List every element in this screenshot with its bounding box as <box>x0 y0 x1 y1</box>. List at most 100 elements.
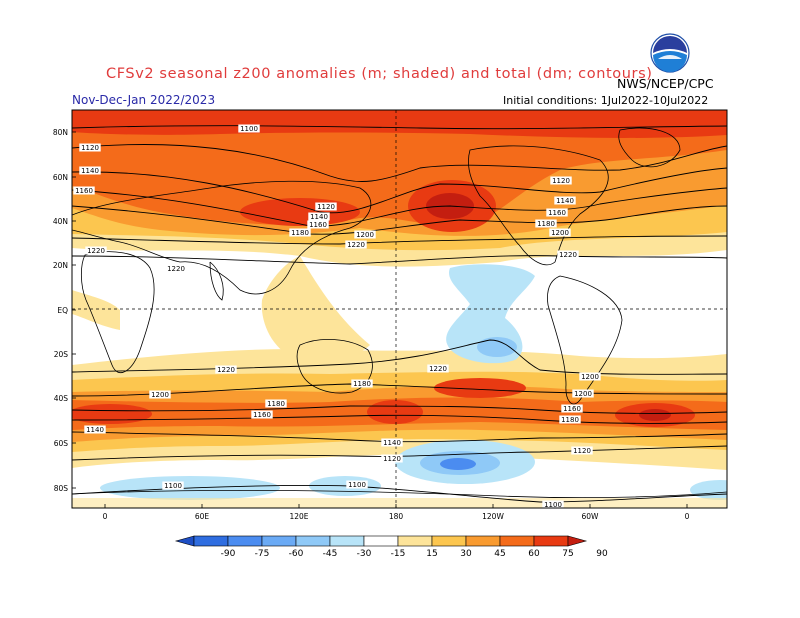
shade-tropics <box>261 256 370 360</box>
contour-label-bg <box>308 212 330 221</box>
lat-label: 40N <box>53 217 68 226</box>
lat-label: 80S <box>54 484 69 493</box>
colorbar-swatch <box>363 535 399 547</box>
lon-label: 60E <box>195 512 210 521</box>
contour-1120-s <box>72 445 727 461</box>
contour-label: 1220 <box>429 365 447 373</box>
shade-blue-tropical <box>446 264 535 364</box>
contour-1200-n <box>72 235 727 245</box>
contour-label-bg <box>251 410 273 419</box>
colorbar-label: 45 <box>494 549 505 559</box>
shade-s-atl-core <box>639 409 671 421</box>
contour-label: 1220 <box>87 247 105 255</box>
contour-label: 1160 <box>253 411 271 419</box>
lon-axis: 0 60E 120E 180 120W 60W 0 <box>103 504 690 521</box>
colorbar-label: 30 <box>460 549 472 559</box>
contour-label: 1140 <box>556 197 574 205</box>
contour-label-bg <box>550 176 572 185</box>
shade-north-90 <box>72 110 727 138</box>
colorbar-label: 15 <box>426 549 437 559</box>
contour-label: 1120 <box>383 455 401 463</box>
contour-1100-s <box>72 485 727 503</box>
chart-title: CFSv2 seasonal z200 anomalies (m; shaded… <box>106 66 653 82</box>
contour-label: 1140 <box>383 439 401 447</box>
colorbar: -90 -75 -60 -45 -30 -15 15 30 45 60 75 90 <box>174 535 608 559</box>
contour-label: 1220 <box>559 251 577 259</box>
contour-label-bg <box>571 446 593 455</box>
lat-label: 80N <box>53 128 68 137</box>
contour-label: 1120 <box>317 203 335 211</box>
coast-greenland <box>618 127 681 168</box>
lat-label: 60S <box>54 439 69 448</box>
colorbar-label: 90 <box>596 549 608 559</box>
contour-label-bg <box>542 500 564 509</box>
coast-india <box>209 261 224 301</box>
initial-conditions: Initial conditions: 1Jul2022-10Jul2022 <box>503 94 709 107</box>
colorbar-swatch <box>227 535 263 547</box>
contour-1140-s <box>72 431 727 443</box>
colorbar-label: -45 <box>323 549 338 559</box>
contour-label-bg <box>84 425 106 434</box>
lon-label: 120W <box>482 512 504 521</box>
contour-label-bg <box>354 230 376 239</box>
contour-label-bg <box>427 364 449 373</box>
contour-label-bg <box>351 379 373 388</box>
contour-label-bg <box>79 166 101 175</box>
contour-label-bg <box>85 246 107 255</box>
contour-label-bg <box>557 250 579 259</box>
coast-s-america <box>547 275 623 405</box>
lat-axis: 80N 60N 40N 20N EQ 20S 40S 60S 80S <box>53 128 76 493</box>
shade-blue-far <box>690 480 727 500</box>
colorbar-swatch <box>431 535 467 547</box>
colorbar-label: -30 <box>357 549 372 559</box>
shade-blue-tropical-2 <box>477 337 517 357</box>
contour-label: 1160 <box>548 209 566 217</box>
colorbar-label: -15 <box>391 549 406 559</box>
contour-label-bg <box>238 124 260 133</box>
contour-label: 1160 <box>563 405 581 413</box>
contour-label-bg <box>554 196 576 205</box>
colorbar-swatch <box>295 535 331 547</box>
lat-label: EQ <box>57 306 68 315</box>
coast-africa <box>80 251 155 374</box>
lat-label: 20N <box>53 261 68 270</box>
contour-label: 1120 <box>573 447 591 455</box>
contour-label-bg <box>579 372 601 381</box>
contour-label-bg <box>381 454 403 463</box>
colorbar-arrow-left <box>174 535 195 547</box>
contour-label-bg <box>149 390 171 399</box>
contour-label: 1140 <box>81 167 99 175</box>
lon-label: 120E <box>289 512 308 521</box>
shade-s-nz <box>367 400 423 424</box>
colorbar-label: -90 <box>221 549 236 559</box>
contour-label-bg <box>559 415 581 424</box>
colorbar-swatch <box>397 535 433 547</box>
lat-label: 20S <box>54 350 69 359</box>
coast-antarctic <box>72 489 727 499</box>
contour-label: 1180 <box>291 229 309 237</box>
coast-eurasia <box>72 180 372 295</box>
contour-label: 1200 <box>574 390 592 398</box>
contour-label: 1160 <box>75 187 93 195</box>
colorbar-label: -75 <box>255 549 270 559</box>
colorbar-swatch <box>499 535 535 547</box>
contour-label-bg <box>381 438 403 447</box>
contour-label-bg <box>346 480 368 489</box>
contour-label: 1100 <box>544 501 562 509</box>
contour-label: 1140 <box>310 213 328 221</box>
contour-label-bg <box>572 389 594 398</box>
contour-label: 1220 <box>167 265 185 273</box>
contour-1120-n <box>72 144 727 182</box>
contour-label: 1100 <box>348 481 366 489</box>
lon-label: 60W <box>582 512 600 521</box>
contour-label-bg <box>535 219 557 228</box>
contour-label: 1140 <box>86 426 104 434</box>
contour-1220-n <box>72 255 727 265</box>
contour-1100-n <box>72 125 727 130</box>
contour-label-bg <box>215 365 237 374</box>
map-frame <box>71 109 728 509</box>
noaa-logo-icon <box>650 33 690 73</box>
contour-1160-n <box>72 187 727 227</box>
shade-blue-sthn-3 <box>440 458 476 470</box>
